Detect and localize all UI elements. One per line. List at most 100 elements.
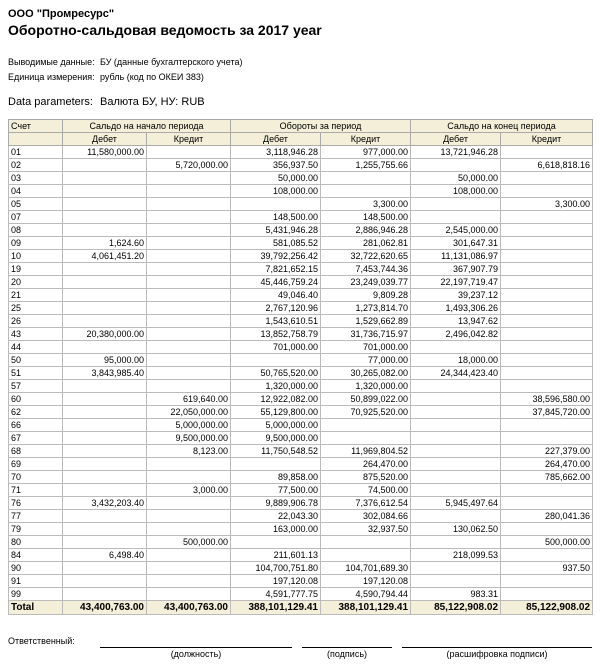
total-amount: 85,122,908.02 — [500, 600, 594, 615]
amount: 937.50 — [500, 561, 594, 575]
amount — [62, 535, 147, 549]
amount — [62, 574, 147, 588]
amount — [146, 353, 231, 367]
amount: 22,043.30 — [230, 509, 321, 523]
amount: 500,000.00 — [146, 535, 231, 549]
amount: 3,432,203.40 — [62, 496, 147, 510]
amount: 9,500,000.00 — [230, 431, 321, 445]
account: 51 — [8, 366, 63, 380]
amount: 500,000.00 — [500, 535, 594, 549]
caption: (подпись) — [326, 649, 368, 659]
amount — [62, 197, 147, 211]
caption: (должность) — [170, 649, 222, 659]
account: 60 — [8, 392, 63, 406]
amount: 50,000.00 — [230, 171, 321, 185]
amount: 1,255,755.66 — [319, 158, 412, 172]
account: 50 — [8, 353, 63, 367]
amount — [146, 574, 231, 588]
amount: 701,000.00 — [319, 340, 412, 354]
amount: 983.31 — [410, 587, 502, 601]
amount: 23,249,039.77 — [319, 275, 412, 289]
amount: 4,590,794.44 — [319, 587, 412, 601]
amount — [146, 522, 231, 536]
amount — [62, 418, 147, 432]
amount — [410, 379, 502, 393]
amount — [146, 327, 231, 341]
amount: 356,937.50 — [230, 158, 321, 172]
amount: 2,886,946.28 — [319, 223, 412, 237]
amount: 7,376,612.54 — [319, 496, 412, 510]
account: 66 — [8, 418, 63, 432]
row: 69 264,470.00 264,470.00 — [8, 457, 594, 471]
amount: 89,858.00 — [230, 470, 321, 484]
amount — [146, 223, 231, 237]
amount: 11,580,000.00 — [62, 145, 147, 159]
amount — [500, 236, 594, 250]
amount: 281,062.81 — [319, 236, 412, 250]
amount — [319, 431, 412, 445]
account: 91 — [8, 574, 63, 588]
amount — [62, 470, 147, 484]
amount: 2,545,000.00 — [410, 223, 502, 237]
amount: 5,000,000.00 — [146, 418, 231, 432]
amount — [62, 340, 147, 354]
account: 99 — [8, 587, 63, 601]
amount: 11,750,548.52 — [230, 444, 321, 458]
subheader: Дебет — [62, 132, 147, 146]
amount — [410, 392, 502, 406]
row: 07 148,500.00 148,500.00 — [8, 210, 594, 224]
row: 02 5,720,000.00 356,937.50 1,255,755.66 6,61… — [8, 158, 594, 172]
account: 10 — [8, 249, 63, 263]
amount — [62, 288, 147, 302]
amount — [146, 197, 231, 211]
amount: 13,721,946.28 — [410, 145, 502, 159]
account: 80 — [8, 535, 63, 549]
subheader: Кредит — [319, 132, 412, 146]
amount: 49,046.40 — [230, 288, 321, 302]
amount: 13,852,758.79 — [230, 327, 321, 341]
amount — [319, 535, 412, 549]
amount: 12,922,082.00 — [230, 392, 321, 406]
group-header: Обороты за период — [229, 119, 412, 133]
amount: 4,591,777.75 — [230, 587, 321, 601]
turnover-table: Счет Сальдо на начало периода Обороты за п… — [8, 119, 594, 615]
amount: 1,320,000.00 — [230, 379, 321, 393]
amount: 11,131,086.97 — [410, 249, 502, 263]
row: 44 701,000.00 701,000.00 — [8, 340, 594, 354]
amount: 37,845,720.00 — [500, 405, 594, 419]
amount — [410, 405, 502, 419]
account: 71 — [8, 483, 63, 497]
param-value: БУ (данные бухгалтерского учета) — [100, 57, 243, 67]
amount: 4,061,451.20 — [62, 249, 147, 263]
amount: 22,050,000.00 — [146, 405, 231, 419]
subheader: Кредит — [500, 132, 594, 146]
account-header: Счет — [8, 119, 63, 133]
row: 91 197,120.08 197,120.08 — [8, 574, 594, 588]
amount: 7,453,744.36 — [319, 262, 412, 276]
amount — [62, 522, 147, 536]
amount — [62, 444, 147, 458]
amount — [146, 470, 231, 484]
data-parameters-value: Валюта БУ, НУ: RUB — [100, 96, 205, 108]
amount — [410, 340, 502, 354]
amount: 1,320,000.00 — [319, 379, 412, 393]
amount: 875,520.00 — [319, 470, 412, 484]
amount: 9,889,906.78 — [230, 496, 321, 510]
row: 71 3,000.00 77,500.00 74,500.00 — [8, 483, 594, 497]
account: 68 — [8, 444, 63, 458]
row: 26 1,543,610.51 1,529,662.89 13,947.62 — [8, 314, 594, 328]
row: 43 20,380,000.00 13,852,758.79 31,736,715.9… — [8, 327, 594, 341]
row: 62 22,050,000.00 55,129,800.00 70,925,520.0… — [8, 405, 594, 419]
total-label: Total — [8, 600, 63, 615]
amount: 20,380,000.00 — [62, 327, 147, 341]
amount: 218,099.53 — [410, 548, 502, 562]
amount: 50,899,022.00 — [319, 392, 412, 406]
amount — [500, 249, 594, 263]
amount: 1,273,814.70 — [319, 301, 412, 315]
amount: 130,062.50 — [410, 522, 502, 536]
amount: 39,237.12 — [410, 288, 502, 302]
account: 26 — [8, 314, 63, 328]
amount — [500, 548, 594, 562]
amount: 50,765,520.00 — [230, 366, 321, 380]
row: 20 45,446,759.24 23,249,039.77 22,197,719.4… — [8, 275, 594, 289]
